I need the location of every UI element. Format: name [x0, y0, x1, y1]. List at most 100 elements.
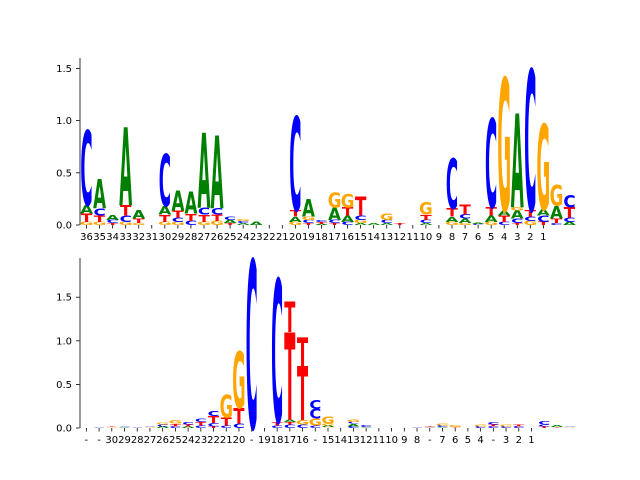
logo-letter-c: C: [420, 219, 432, 224]
logo-letter-c: C: [485, 95, 497, 237]
logo-letter-c: C: [381, 219, 393, 224]
logo-letter-a: A: [284, 419, 298, 423]
x-tick-label: 21: [276, 232, 289, 243]
logo-letter-t: T: [284, 295, 295, 342]
logo-letter-c: C: [284, 424, 296, 430]
logo-letter-c: C: [500, 426, 512, 429]
logo-letter-c: C: [315, 219, 327, 222]
logo-letter-t: T: [183, 424, 194, 427]
logo-letter-g: G: [347, 419, 360, 423]
x-tick-label: 24: [182, 435, 195, 446]
logo-letter-t: T: [195, 421, 207, 427]
x-tick-label: 25: [224, 232, 237, 243]
logo-letter-t: T: [170, 423, 181, 427]
logo-letter-g: G: [474, 424, 487, 427]
logo-letter-a: A: [341, 215, 355, 225]
x-tick-label: 30: [158, 232, 171, 243]
logo-letter-a: A: [419, 222, 433, 225]
logo-letter-a: A: [347, 423, 361, 427]
logo-letter-t: T: [551, 427, 562, 428]
logo-letter-c: C: [459, 213, 471, 220]
x-tick-label: 23: [250, 232, 263, 243]
logo-letter-t: T: [94, 215, 105, 225]
x-tick-label: 22: [207, 435, 220, 446]
logo-letter-g: G: [80, 221, 94, 226]
logo-letter-c: C: [341, 221, 353, 226]
logo-letter-c: C: [237, 220, 249, 223]
logo-letter-c: C: [472, 224, 484, 226]
x-tick-label: -: [97, 435, 101, 446]
x-tick-label: 32: [132, 232, 145, 243]
logo-letter-a: A: [182, 426, 195, 429]
logo-letter-g: G: [523, 219, 537, 226]
logo-letter-c: C: [411, 427, 423, 428]
x-tick-label: 19: [302, 232, 315, 243]
x-tick-label: 8: [414, 435, 420, 446]
logo-letter-a: A: [436, 427, 449, 428]
logo-letter-g: G: [449, 425, 462, 428]
logo-letter-t: T: [185, 212, 197, 224]
logo-letter-t: T: [272, 421, 284, 427]
x-tick-label: -: [313, 435, 317, 446]
x-tick-label: 11: [373, 435, 386, 446]
logo-letter-t: T: [297, 331, 308, 377]
x-tick-label: 7: [439, 435, 445, 446]
logo-letter-c: C: [172, 216, 184, 223]
logo-letter-a: A: [360, 427, 373, 428]
x-tick-label: 12: [360, 435, 373, 446]
logo-letter-g: G: [119, 221, 133, 226]
logo-letter-g: G: [550, 179, 564, 213]
logo-letter-a: A: [537, 208, 551, 218]
x-tick-label: 6: [475, 232, 481, 243]
logo-letter-c: C: [185, 219, 197, 226]
logo-letter-t: T: [208, 426, 219, 429]
x-tick-label: 15: [322, 435, 335, 446]
x-tick-label: 15: [354, 232, 367, 243]
y-tick-label: 1.5: [56, 64, 72, 75]
logo-letter-c: C: [224, 216, 236, 221]
x-tick-label: 26: [156, 435, 169, 446]
logo-letter-t: T: [355, 193, 367, 223]
logo-letter-c: C: [93, 207, 105, 219]
x-tick-label: 28: [185, 232, 198, 243]
x-tick-label: 35: [93, 232, 106, 243]
x-tick-label: 21: [220, 435, 233, 446]
logo-letter-c: C: [347, 421, 359, 424]
logo-letter-g: G: [380, 213, 394, 223]
x-tick-label: 4: [501, 232, 507, 243]
x-tick-label: 10: [385, 435, 398, 446]
x-tick-label: 33: [119, 232, 132, 243]
logo-letter-a: A: [315, 224, 329, 226]
x-tick-label: 30: [105, 435, 118, 446]
y-tick-label: 0.5: [56, 168, 72, 179]
logo-letter-c: C: [563, 216, 575, 223]
x-tick-label: 25: [169, 435, 182, 446]
logo-letter-a: A: [485, 215, 499, 225]
logo-letter-g: G: [321, 423, 334, 426]
logo-letter-t: T: [424, 426, 435, 427]
x-tick-label: -: [85, 435, 89, 446]
logo-letter-c: C: [436, 425, 448, 428]
logo-letter-t: T: [539, 426, 550, 429]
x-tick-label: 13: [347, 435, 360, 446]
x-tick-label: 16: [341, 232, 354, 243]
logo-letter-a: A: [446, 216, 459, 224]
logo-letter-c: C: [355, 214, 367, 221]
logo-letter-g: G: [497, 43, 511, 254]
logo-letter-c: C: [144, 426, 156, 427]
x-tick-label: 34: [106, 232, 119, 243]
logo-letter-c: C: [309, 407, 321, 422]
logo-letter-c: C: [524, 215, 536, 222]
logo-letter-a: A: [563, 221, 577, 226]
x-tick-label: 12: [393, 232, 406, 243]
logo-letter-c: C: [309, 425, 321, 429]
logo-letter-t: T: [420, 214, 432, 222]
logo-letter-g: G: [171, 221, 185, 226]
logo-letter-g: G: [220, 389, 233, 425]
logo-letter-c: C: [289, 91, 301, 241]
logo-letter-a: A: [289, 216, 302, 224]
logo-letter-c: C: [446, 145, 458, 225]
x-tick-label: 5: [465, 435, 471, 446]
x-tick-label: 1: [540, 232, 546, 243]
